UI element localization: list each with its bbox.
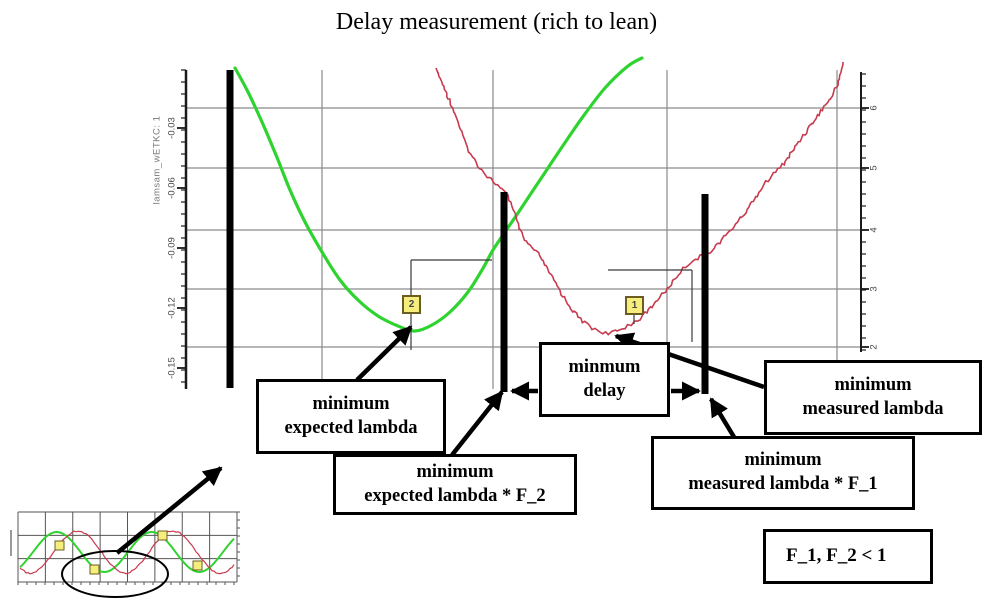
annotation-arrow — [355, 325, 413, 382]
right-axis-tick-label: 6 — [868, 105, 880, 111]
right-axis-tick-label: 3 — [868, 286, 880, 292]
left-axis-title: lamsam_wETKC: 1 — [151, 115, 163, 205]
label-line: expected lambda * F_2 — [364, 485, 546, 506]
annotation-arrow — [115, 466, 223, 555]
label-box-minimum-delay: minmum delay — [539, 342, 670, 417]
inset-axis-label-strip — [10, 530, 12, 556]
inset-curve-marker — [54, 540, 65, 551]
label-line: expected lambda — [284, 417, 418, 438]
inset-curve-marker — [157, 530, 168, 541]
right-axis-tick-label: 5 — [868, 165, 880, 171]
label-line: minimum — [744, 450, 822, 471]
label-line: measured lambda * F_1 — [688, 474, 878, 494]
left-axis-tick-label: -0.09 — [166, 237, 178, 259]
label-line: measured lambda — [802, 398, 944, 419]
right-axis-tick-label: 4 — [868, 227, 880, 233]
label-line: minmum — [568, 356, 641, 377]
label-box-minimum-expected-lambda-f2: minimum expected lambda * F_2 — [333, 454, 577, 515]
curve-min-marker-measured: 1 — [625, 296, 644, 315]
inset-curve-marker — [192, 560, 203, 571]
label-line: minimum — [312, 393, 390, 414]
min-threshold-bar — [500, 192, 508, 392]
label-line: minimum — [834, 374, 912, 395]
inset-green-wave — [19, 530, 235, 574]
left-axis-tick-label: -0.12 — [166, 297, 178, 319]
inset-curve-marker — [89, 564, 100, 575]
label-line: F_1, F_2 < 1 — [786, 545, 887, 567]
figure-title: Delay measurement (rich to lean) — [335, 9, 658, 35]
min-threshold-bar — [701, 194, 709, 394]
measured-lambda-curve — [435, 61, 844, 336]
annotation-arrow — [450, 390, 504, 457]
left-axis-tick-label: -0.15 — [166, 357, 178, 379]
right-axis-tick-label: 2 — [868, 344, 880, 350]
highlight-ellipse — [61, 550, 169, 598]
min-threshold-bar — [226, 70, 234, 388]
left-axis-tick-label: -0.03 — [166, 117, 178, 139]
label-box-f-condition: F_1, F_2 < 1 — [763, 529, 933, 584]
label-box-minimum-measured-lambda-f1: minimum measured lambda * F_1 — [651, 436, 915, 510]
left-axis-tick-label: -0.06 — [166, 177, 178, 199]
curve-min-marker-expected: 2 — [402, 295, 421, 314]
annotation-arrow — [709, 397, 736, 439]
expected-lambda-curve — [233, 56, 644, 333]
label-line: minimum — [416, 461, 494, 482]
label-box-minimum-measured-lambda: minimum measured lambda — [764, 360, 982, 435]
label-box-minimum-expected-lambda: minimum expected lambda — [256, 379, 446, 454]
label-line: delay — [583, 380, 626, 401]
